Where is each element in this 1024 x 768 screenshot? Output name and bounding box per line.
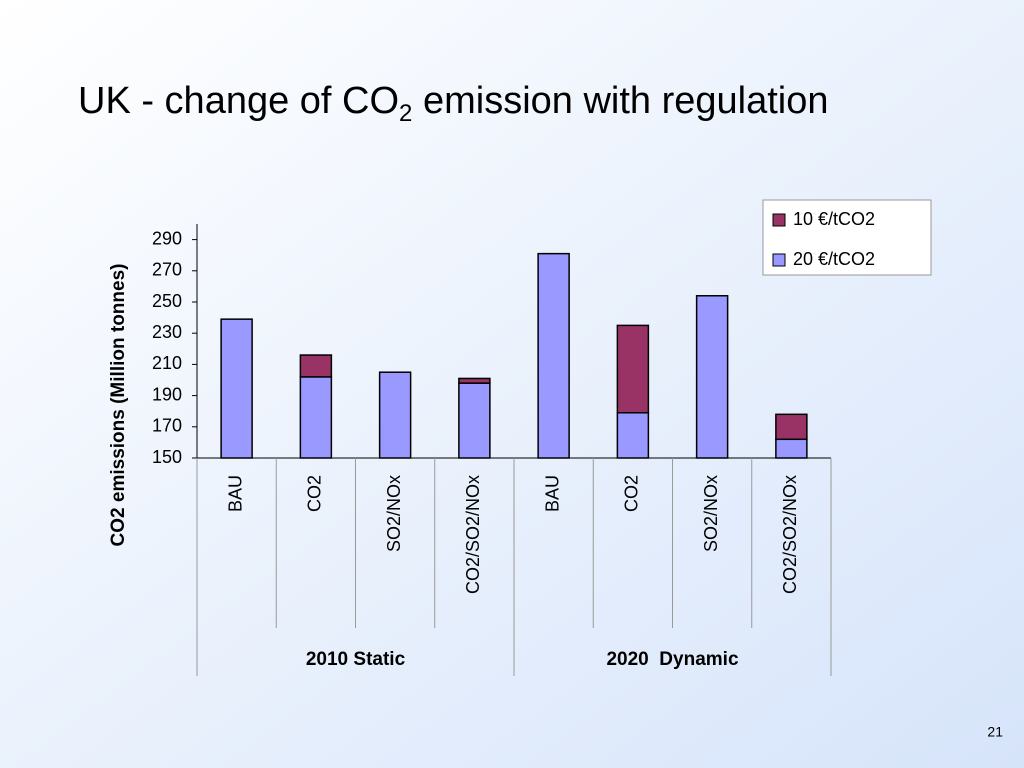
bar-segment bbox=[616, 324, 650, 414]
y-axis-label: CO2 emissions (Million tonnes) bbox=[108, 264, 129, 547]
legend-label: 20 €/tCO2 bbox=[793, 249, 875, 269]
bar-segment bbox=[616, 412, 650, 459]
bar-segment bbox=[299, 354, 333, 378]
page-number: 21 bbox=[987, 724, 1003, 740]
bar-segment bbox=[458, 377, 491, 384]
group-label: 2020 Dynamic bbox=[606, 649, 738, 670]
title-part: emission with regulation bbox=[412, 80, 828, 122]
legend-swatch bbox=[772, 213, 786, 227]
x-tick-label: SO2/NOx bbox=[384, 475, 404, 552]
x-tick-label: SO2/NOx bbox=[701, 475, 721, 552]
x-tick-label: BAU bbox=[542, 475, 562, 512]
y-tick-label: 270 bbox=[152, 260, 182, 280]
bar-segment bbox=[378, 371, 412, 459]
title-part: UK - change of CO bbox=[78, 80, 399, 122]
y-tick-label: 230 bbox=[152, 322, 182, 342]
group-label: 2010 Static bbox=[306, 649, 406, 670]
legend-box bbox=[762, 199, 932, 276]
y-tick-label: 170 bbox=[152, 416, 182, 436]
y-tick-label: 290 bbox=[152, 228, 182, 248]
bar-segment bbox=[299, 376, 333, 459]
bar-segment bbox=[220, 318, 253, 459]
bar-segment bbox=[695, 295, 729, 459]
bar-segment bbox=[775, 438, 808, 459]
y-tick-label: 190 bbox=[152, 384, 182, 404]
legend-swatch bbox=[772, 253, 786, 267]
x-tick-label: CO2/SO2/NOx bbox=[780, 475, 800, 594]
legend-label: 10 €/tCO2 bbox=[793, 209, 875, 229]
y-tick-label: 210 bbox=[152, 353, 182, 373]
x-tick-label: CO2 bbox=[305, 475, 325, 512]
bar-segment bbox=[458, 382, 491, 459]
x-tick-label: CO2/SO2/NOx bbox=[463, 475, 483, 594]
y-tick-label: 250 bbox=[152, 291, 182, 311]
bar-segment bbox=[775, 413, 808, 441]
bar-segment bbox=[537, 252, 570, 459]
slide-title: UK - change of CO2 emission with regulat… bbox=[78, 80, 829, 127]
x-tick-label: BAU bbox=[225, 475, 245, 512]
y-tick-label: 150 bbox=[152, 447, 182, 467]
title-subscript: 2 bbox=[399, 100, 412, 127]
x-tick-label: CO2 bbox=[622, 475, 642, 512]
